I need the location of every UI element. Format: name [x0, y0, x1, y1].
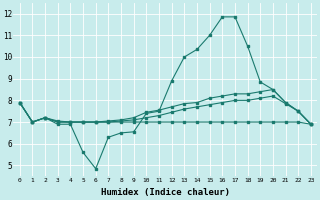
X-axis label: Humidex (Indice chaleur): Humidex (Indice chaleur): [101, 188, 230, 197]
